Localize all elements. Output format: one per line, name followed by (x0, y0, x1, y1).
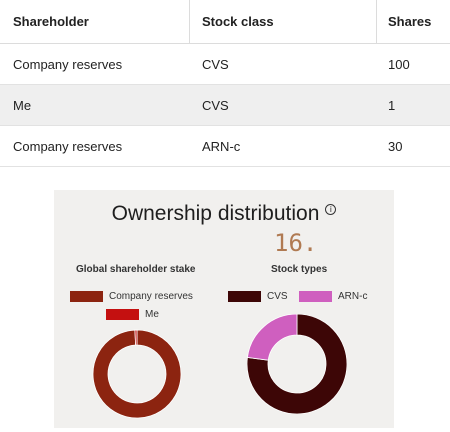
donut-slice-company-reserves[interactable] (92, 329, 182, 419)
legend-item-cvs[interactable]: CVS (228, 291, 288, 302)
legend-swatch (70, 291, 103, 302)
legend-label: CVS (267, 291, 288, 302)
column-header-shareholder[interactable]: Shareholder (0, 0, 190, 43)
big-number: 16. (274, 229, 318, 257)
donut-slice-me[interactable] (134, 329, 138, 346)
shareholder-cell: Me (13, 97, 32, 113)
legend-item-company-reserves[interactable]: Company reserves (70, 291, 193, 302)
panel-title-text: Ownership distribution (111, 202, 320, 225)
donut-slice-arn-c[interactable] (247, 314, 298, 361)
legend-swatch (299, 291, 332, 302)
legend-label: ARN-c (338, 291, 368, 302)
shareholder-cell: Company reserves (13, 138, 123, 154)
legend-swatch (228, 291, 261, 302)
table-header-row: Shareholder Stock class Shares (0, 0, 450, 44)
legend-item-arn-c[interactable]: ARN-c (299, 291, 367, 302)
left-chart-subtitle: Global shareholder stake (76, 264, 196, 275)
table-row[interactable]: Company reserves CVS 100 (0, 44, 450, 85)
stock-class-cell: CVS (202, 56, 229, 72)
legend-label: Company reserves (109, 291, 193, 302)
right-chart-subtitle: Stock types (271, 264, 328, 275)
stock-class-cell: CVS (202, 97, 229, 113)
shares-cell: 100 (388, 56, 410, 72)
legend-swatch (106, 309, 139, 320)
legend-item-me[interactable]: Me (106, 309, 159, 320)
table-row[interactable]: Company reserves ARN-c 30 (0, 126, 450, 167)
shareholder-stake-donut (92, 329, 182, 419)
donut-slice-cvs[interactable] (247, 314, 347, 414)
shareholder-cell: Company reserves (13, 56, 123, 72)
table-row[interactable]: Me CVS 1 (0, 85, 450, 126)
shares-cell: 30 (388, 138, 403, 154)
info-circle-icon[interactable]: i (325, 204, 337, 215)
column-header-stock-class[interactable]: Stock class (190, 0, 377, 43)
legend-label: Me (145, 309, 159, 320)
column-header-shares[interactable]: Shares (388, 14, 432, 29)
shareholder-table: Shareholder Stock class Shares Company r… (0, 0, 450, 167)
shares-cell: 1 (388, 97, 396, 113)
panel-title: Ownership distribution i (54, 202, 394, 226)
stock-class-cell: ARN-c (202, 138, 241, 154)
stock-types-donut (247, 314, 347, 414)
ownership-distribution-panel: Ownership distribution i 16. Global share… (54, 190, 394, 428)
